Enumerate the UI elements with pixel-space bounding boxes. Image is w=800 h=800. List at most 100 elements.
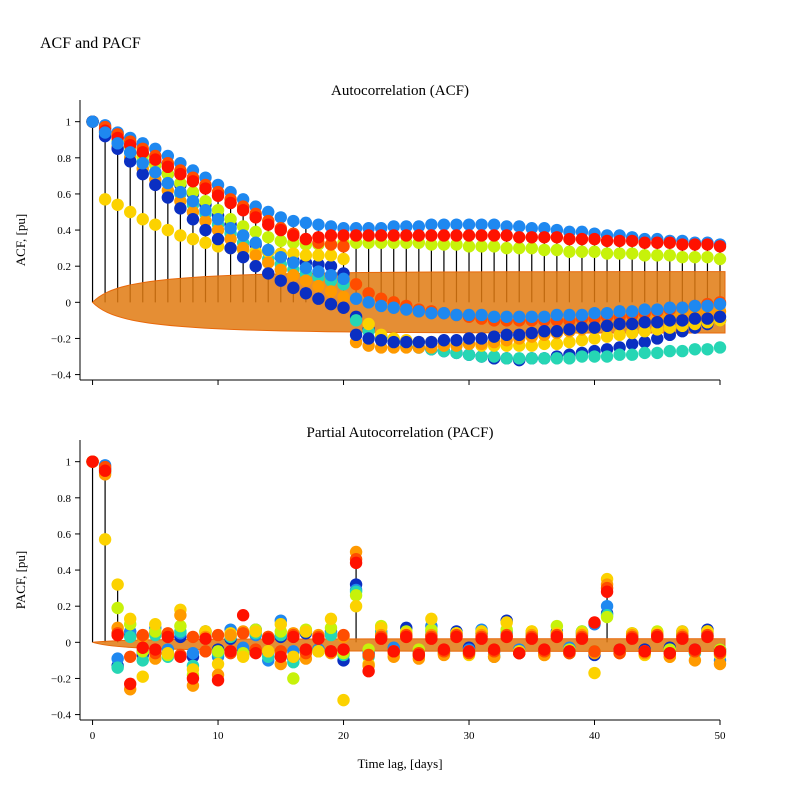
data-point (638, 236, 651, 249)
data-point (513, 352, 526, 365)
data-point (563, 308, 576, 322)
data-point (525, 632, 538, 645)
data-point (500, 328, 513, 342)
data-point (425, 335, 438, 349)
data-point (111, 198, 124, 211)
data-point (688, 312, 702, 325)
data-point (500, 229, 513, 242)
series-5 (86, 455, 727, 707)
data-point (287, 214, 300, 228)
data-point (613, 247, 626, 260)
data-point (262, 645, 275, 658)
x-axis-title: Time lag, [days] (357, 756, 442, 771)
data-point (98, 126, 112, 139)
data-point (500, 352, 513, 365)
data-point (149, 618, 162, 631)
data-point (462, 240, 476, 253)
data-point (588, 645, 601, 658)
data-point (161, 223, 175, 237)
data-point (713, 341, 727, 354)
data-point (588, 306, 601, 320)
data-point (324, 645, 338, 658)
data-point (186, 630, 200, 644)
data-point (186, 175, 200, 188)
data-point (550, 352, 564, 365)
data-point (186, 213, 200, 226)
data-point (111, 652, 124, 665)
data-point (588, 232, 601, 246)
data-point (688, 643, 702, 656)
data-point (111, 628, 124, 642)
data-point (199, 214, 212, 228)
data-point (123, 146, 137, 159)
data-point (701, 630, 714, 644)
data-point (136, 628, 149, 642)
data-point (575, 321, 589, 334)
data-point (186, 232, 200, 246)
data-point (475, 632, 488, 645)
data-point (487, 330, 501, 343)
y-tick-label: 0.4 (57, 225, 71, 237)
data-point (638, 335, 651, 349)
data-point (337, 693, 350, 707)
data-point (701, 343, 714, 356)
data-point (475, 218, 488, 231)
data-point (713, 240, 727, 253)
data-point (676, 250, 689, 264)
data-point (249, 225, 262, 239)
data-point (575, 350, 589, 363)
data-point (174, 229, 187, 242)
data-point (600, 247, 614, 260)
data-point (324, 238, 338, 251)
data-point (362, 648, 375, 662)
data-point (262, 231, 275, 244)
data-point (437, 229, 451, 242)
data-point (525, 352, 538, 365)
y-tick-label: 1 (66, 457, 72, 469)
data-point (236, 241, 250, 255)
data-point (513, 241, 526, 255)
data-point (450, 630, 463, 644)
data-point (475, 350, 488, 363)
figure-title: ACF and PACF (40, 35, 141, 52)
data-point (625, 317, 639, 331)
data-point (249, 259, 262, 273)
data-point (136, 213, 149, 226)
data-point (550, 308, 564, 322)
data-point (174, 202, 187, 215)
data-point (199, 223, 212, 237)
data-point (713, 645, 727, 658)
data-point (199, 236, 212, 249)
data-point (324, 285, 338, 298)
data-point (86, 455, 99, 468)
data-point (676, 238, 689, 251)
y-tick-label: −0.2 (51, 333, 71, 345)
data-point (324, 621, 338, 635)
data-point (638, 645, 651, 658)
data-point (638, 303, 651, 316)
data-point (663, 236, 677, 249)
data-point (625, 337, 639, 351)
data-point (174, 619, 187, 633)
data-point (575, 334, 589, 347)
data-point (600, 330, 614, 343)
data-point (324, 269, 338, 282)
data-point (123, 155, 137, 168)
data-point (487, 240, 501, 253)
data-point (663, 314, 677, 327)
data-point (274, 211, 287, 224)
data-point (174, 185, 187, 199)
data-point (450, 334, 463, 347)
data-point (123, 677, 137, 691)
data-point (437, 306, 451, 320)
y-tick-label: 0.8 (57, 493, 71, 505)
data-point (337, 272, 350, 286)
data-point (236, 203, 250, 217)
data-point (525, 222, 538, 235)
data-point (462, 229, 476, 242)
data-point (550, 325, 564, 338)
data-point (312, 265, 325, 278)
data-point (337, 290, 350, 304)
x-tick-label: 40 (589, 730, 601, 742)
